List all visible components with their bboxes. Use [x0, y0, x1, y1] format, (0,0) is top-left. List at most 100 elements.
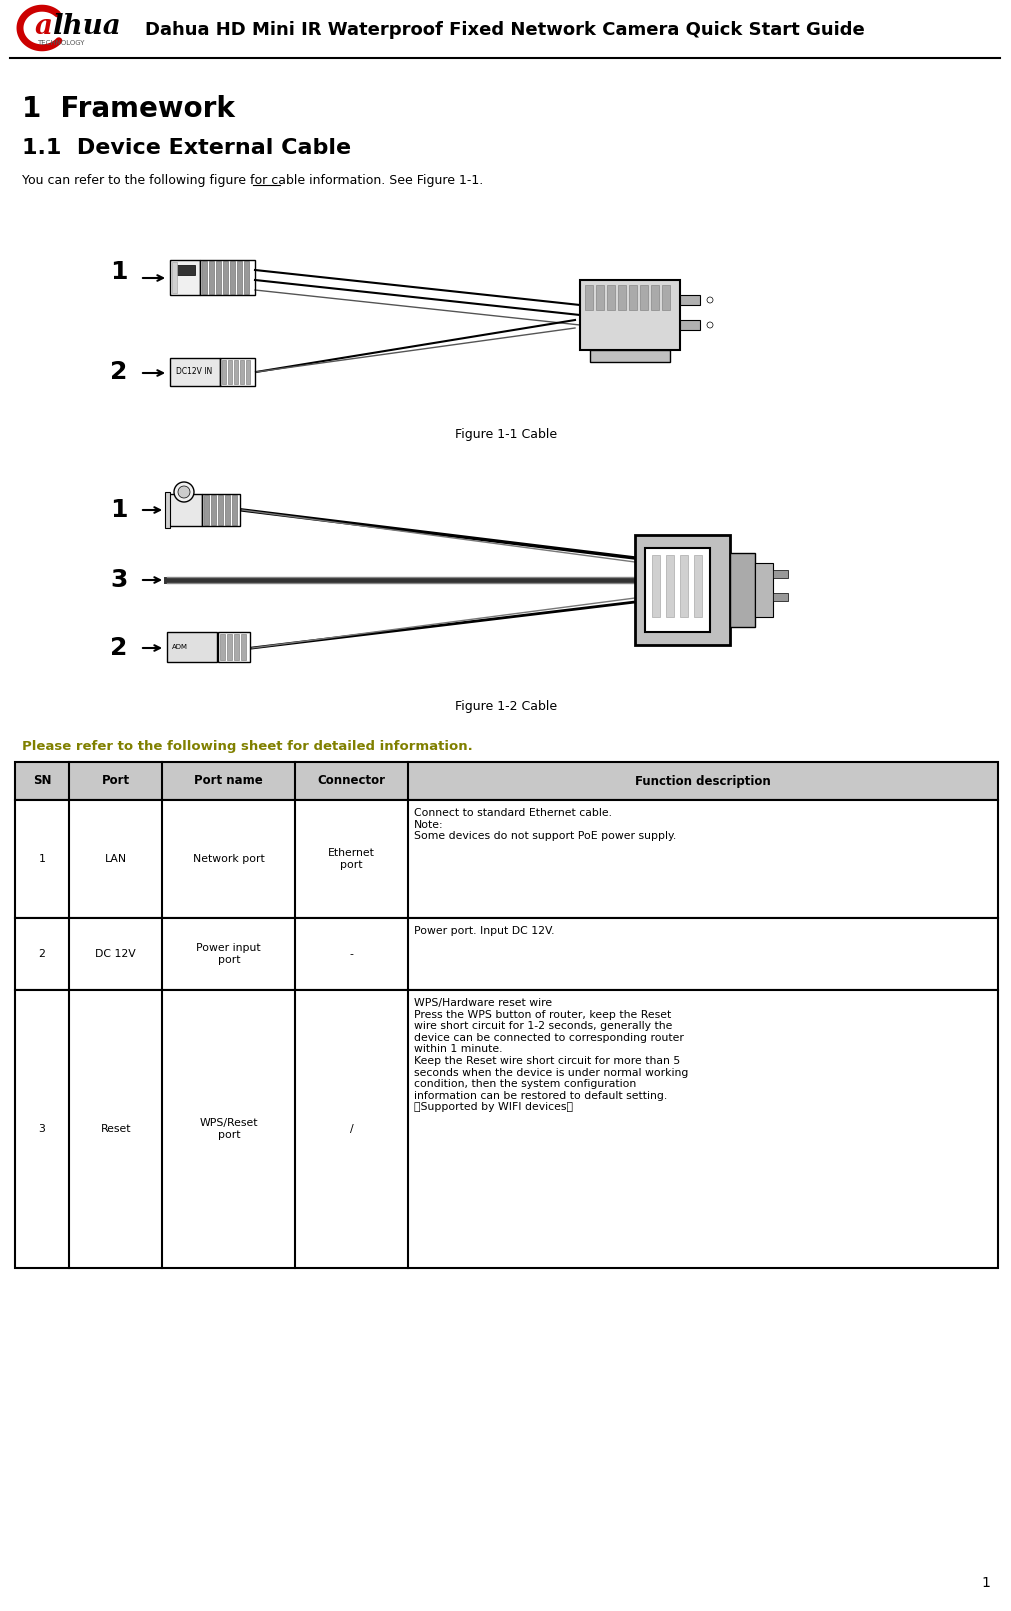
- Text: a: a: [35, 13, 53, 40]
- Text: 2: 2: [110, 359, 127, 383]
- Bar: [202, 261, 207, 293]
- Text: 1  Framework: 1 Framework: [22, 95, 235, 122]
- Bar: [772, 570, 788, 578]
- Text: Port name: Port name: [194, 775, 263, 788]
- Bar: [170, 259, 200, 295]
- Text: 1: 1: [110, 498, 127, 522]
- Bar: [644, 548, 710, 632]
- Bar: [241, 635, 246, 661]
- Circle shape: [28, 14, 56, 42]
- Bar: [167, 632, 216, 662]
- Bar: [679, 295, 700, 304]
- Bar: [234, 635, 239, 661]
- Bar: [172, 263, 177, 293]
- Text: 3: 3: [38, 1124, 45, 1134]
- Bar: [217, 632, 250, 662]
- Bar: [15, 762, 997, 801]
- Text: 3: 3: [110, 569, 127, 591]
- Text: Power port. Input DC 12V.: Power port. Input DC 12V.: [413, 926, 554, 936]
- Bar: [227, 359, 232, 383]
- Bar: [215, 261, 220, 293]
- Text: Figure 1-1 Cable: Figure 1-1 Cable: [455, 429, 556, 441]
- Text: TECHNOLOGY: TECHNOLOGY: [37, 40, 84, 47]
- Bar: [221, 359, 225, 383]
- Text: Reset: Reset: [100, 1124, 130, 1134]
- Bar: [634, 535, 729, 644]
- Text: You can refer to the following figure for cable information. See Figure 1-1.: You can refer to the following figure fo…: [22, 174, 483, 187]
- Bar: [15, 918, 997, 991]
- Circle shape: [178, 487, 190, 498]
- Text: -: -: [350, 949, 353, 959]
- Text: lhua: lhua: [52, 13, 120, 40]
- Text: Connect to standard Ethernet cable.
Note:
Some devices do not support PoE power : Connect to standard Ethernet cable. Note…: [413, 809, 675, 841]
- Bar: [209, 261, 213, 293]
- Bar: [217, 495, 222, 525]
- Bar: [661, 285, 669, 309]
- Bar: [15, 991, 997, 1268]
- Bar: [200, 259, 255, 295]
- Text: WPS/Hardware reset wire
Press the WPS button of router, keep the Reset
wire shor: WPS/Hardware reset wire Press the WPS bu…: [413, 997, 687, 1113]
- Bar: [222, 261, 227, 293]
- Circle shape: [174, 482, 194, 503]
- Bar: [595, 285, 604, 309]
- Text: Connector: Connector: [317, 775, 385, 788]
- Text: 1: 1: [980, 1576, 989, 1590]
- Text: Ethernet
port: Ethernet port: [328, 849, 375, 870]
- Bar: [240, 359, 244, 383]
- Bar: [219, 358, 255, 387]
- Bar: [607, 285, 615, 309]
- Bar: [204, 495, 209, 525]
- Bar: [629, 285, 636, 309]
- Text: Network port: Network port: [193, 854, 265, 863]
- Text: Dahua HD Mini IR Waterproof Fixed Network Camera Quick Start Guide: Dahua HD Mini IR Waterproof Fixed Networ…: [145, 21, 863, 39]
- Bar: [246, 359, 250, 383]
- Bar: [165, 491, 170, 528]
- Bar: [754, 562, 772, 617]
- Bar: [651, 556, 659, 617]
- Text: 1: 1: [38, 854, 45, 863]
- Text: 2: 2: [110, 636, 127, 661]
- Text: 1.1  Device External Cable: 1.1 Device External Cable: [22, 139, 351, 158]
- Bar: [15, 801, 997, 918]
- Text: Please refer to the following sheet for detailed information.: Please refer to the following sheet for …: [22, 739, 472, 752]
- Bar: [579, 280, 679, 350]
- Text: Function description: Function description: [635, 775, 770, 788]
- Bar: [175, 264, 195, 275]
- Bar: [772, 593, 788, 601]
- Text: Power input
port: Power input port: [196, 942, 261, 965]
- Text: DC 12V: DC 12V: [95, 949, 136, 959]
- Bar: [229, 261, 235, 293]
- Bar: [219, 635, 224, 661]
- Bar: [589, 350, 669, 362]
- Text: WPS/Reset
port: WPS/Reset port: [199, 1118, 258, 1141]
- Bar: [679, 556, 687, 617]
- Text: 2: 2: [38, 949, 45, 959]
- Text: Figure 1-2 Cable: Figure 1-2 Cable: [455, 701, 556, 714]
- Bar: [170, 358, 219, 387]
- Bar: [694, 556, 702, 617]
- Text: DC12V IN: DC12V IN: [176, 367, 212, 377]
- Bar: [729, 553, 754, 627]
- Bar: [167, 495, 202, 527]
- Bar: [650, 285, 658, 309]
- Bar: [584, 285, 592, 309]
- Bar: [244, 261, 249, 293]
- Text: /: /: [350, 1124, 353, 1134]
- Bar: [226, 635, 232, 661]
- Bar: [210, 495, 215, 525]
- Bar: [237, 261, 242, 293]
- Bar: [202, 495, 240, 527]
- Bar: [234, 359, 238, 383]
- Bar: [665, 556, 673, 617]
- Circle shape: [707, 322, 713, 329]
- Bar: [224, 495, 229, 525]
- Text: 1: 1: [110, 259, 127, 284]
- Text: LAN: LAN: [104, 854, 126, 863]
- Bar: [639, 285, 647, 309]
- Text: ADM: ADM: [172, 644, 188, 649]
- Circle shape: [707, 296, 713, 303]
- Bar: [618, 285, 626, 309]
- Bar: [679, 321, 700, 330]
- Text: Port: Port: [101, 775, 129, 788]
- Bar: [232, 495, 237, 525]
